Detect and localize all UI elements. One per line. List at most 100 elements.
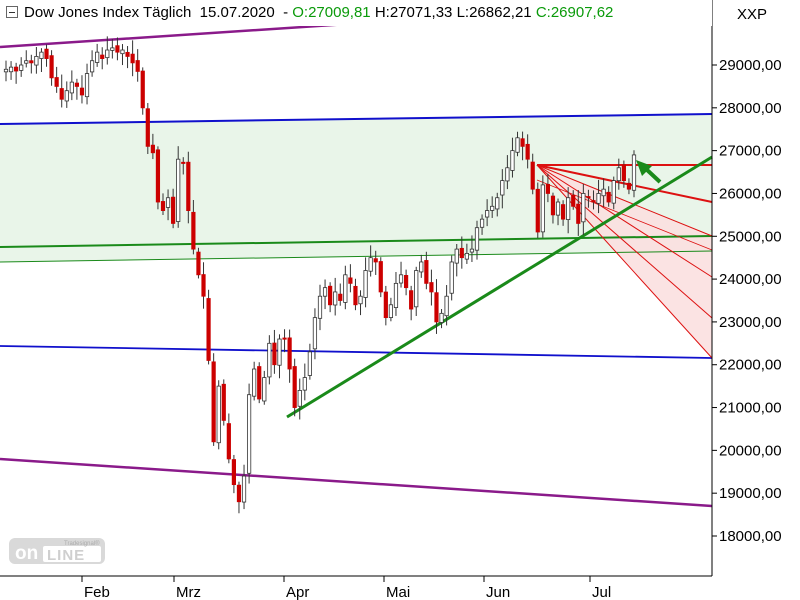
green-horizontal-line [0, 235, 713, 248]
candle-down [79, 87, 85, 96]
candle-down [282, 337, 287, 340]
candle-up [302, 377, 307, 391]
candle-up [216, 385, 221, 444]
candle-down [155, 149, 161, 203]
candle-up [312, 317, 318, 350]
candles [3, 36, 637, 514]
chart-header: Dow Jones Index Täglich 15.07.2020 - O:2… [0, 0, 712, 26]
candle-down [459, 247, 464, 259]
candle-up [631, 154, 637, 191]
y-tick-label: 26000,00 [719, 185, 782, 202]
candle-down [550, 195, 556, 216]
red-fan-line-2 [536, 164, 713, 237]
tradesignal-online-logo: on LINE Tradesignal® [9, 538, 105, 564]
candle-up [95, 51, 100, 63]
candle-up [333, 291, 338, 306]
candle-up [8, 66, 14, 73]
candle-down [338, 293, 343, 301]
candle-down [257, 366, 262, 400]
candle-down [59, 88, 64, 100]
low-value: L:26862,21 [456, 4, 532, 21]
candle-down [14, 66, 19, 72]
candle-down [576, 203, 581, 224]
chart-title: Dow Jones Index Täglich [24, 4, 192, 21]
candle-up [368, 257, 373, 272]
upper-blue-line [0, 113, 713, 125]
candle-up [398, 274, 404, 284]
y-tick-label: 20000,00 [719, 442, 782, 459]
candle-down [49, 55, 54, 79]
candle-down [272, 342, 277, 366]
x-tick-label: Jul [592, 584, 611, 600]
candle-up [165, 197, 171, 208]
candle-down [160, 201, 166, 211]
candle-up [439, 312, 444, 323]
candle-down [226, 423, 231, 460]
candle-down [530, 161, 535, 190]
candle-up [176, 158, 181, 222]
y-tick-label: 24000,00 [719, 271, 782, 288]
candle-up [69, 81, 74, 94]
candle-down [429, 282, 434, 293]
candle-down [171, 196, 176, 224]
y-tick-label: 18000,00 [719, 528, 782, 545]
candle-up [596, 193, 601, 204]
candle-down [29, 60, 34, 64]
candle-down [44, 48, 49, 59]
candle-up [307, 351, 312, 376]
candle-down [591, 200, 596, 203]
candle-down [621, 164, 626, 182]
y-tick-label: 22000,00 [719, 357, 782, 374]
candle-down [292, 366, 297, 408]
candle-up [120, 49, 125, 55]
candle-up [616, 167, 621, 182]
candle-up [479, 218, 485, 228]
candle-down [186, 161, 191, 211]
candle-up [505, 167, 510, 182]
x-tick-label: Mai [386, 584, 410, 600]
candle-down [586, 196, 591, 199]
close-value: C:26907,62 [535, 4, 614, 21]
candle-up [241, 475, 247, 503]
candle-down [383, 291, 388, 319]
candle-down [221, 383, 226, 421]
candle-down [231, 459, 237, 486]
candle-up [611, 180, 616, 204]
candle-down [606, 191, 611, 203]
y-tick-label: 19000,00 [719, 485, 782, 502]
candle-down [125, 51, 130, 57]
candle-up [277, 338, 282, 366]
x-tick-label: Mrz [176, 584, 201, 600]
candle-up [388, 304, 394, 318]
candle-up [555, 201, 561, 216]
candle-down [403, 275, 409, 289]
candle-up [343, 274, 348, 303]
candle-up [449, 261, 454, 294]
candle-down [520, 138, 525, 147]
candle-down [201, 274, 206, 297]
y-tick-label: 27000,00 [719, 143, 782, 160]
candle-up [110, 47, 115, 51]
candle-down [206, 298, 211, 361]
red-fan-line-3 [536, 164, 713, 278]
candle-up [89, 60, 95, 73]
green-uptrend-line [286, 155, 713, 419]
candle-up [474, 227, 480, 251]
candle-down [373, 258, 378, 263]
candle-down [54, 77, 59, 87]
svg-text:on: on [15, 543, 38, 564]
candle-up [19, 64, 24, 71]
lower-channel-line [0, 457, 713, 508]
candle-up [39, 51, 44, 59]
candle-down [74, 82, 80, 87]
collapse-icon[interactable] [6, 6, 18, 18]
candle-down [196, 251, 201, 276]
y-tick-label: 23000,00 [719, 314, 782, 331]
candle-down [100, 54, 105, 59]
x-tick-label: Apr [286, 584, 309, 600]
candle-up [358, 295, 363, 305]
candle-up [510, 150, 515, 171]
candle-up [601, 188, 606, 197]
candle-up [419, 261, 424, 273]
candle-up [495, 197, 500, 210]
